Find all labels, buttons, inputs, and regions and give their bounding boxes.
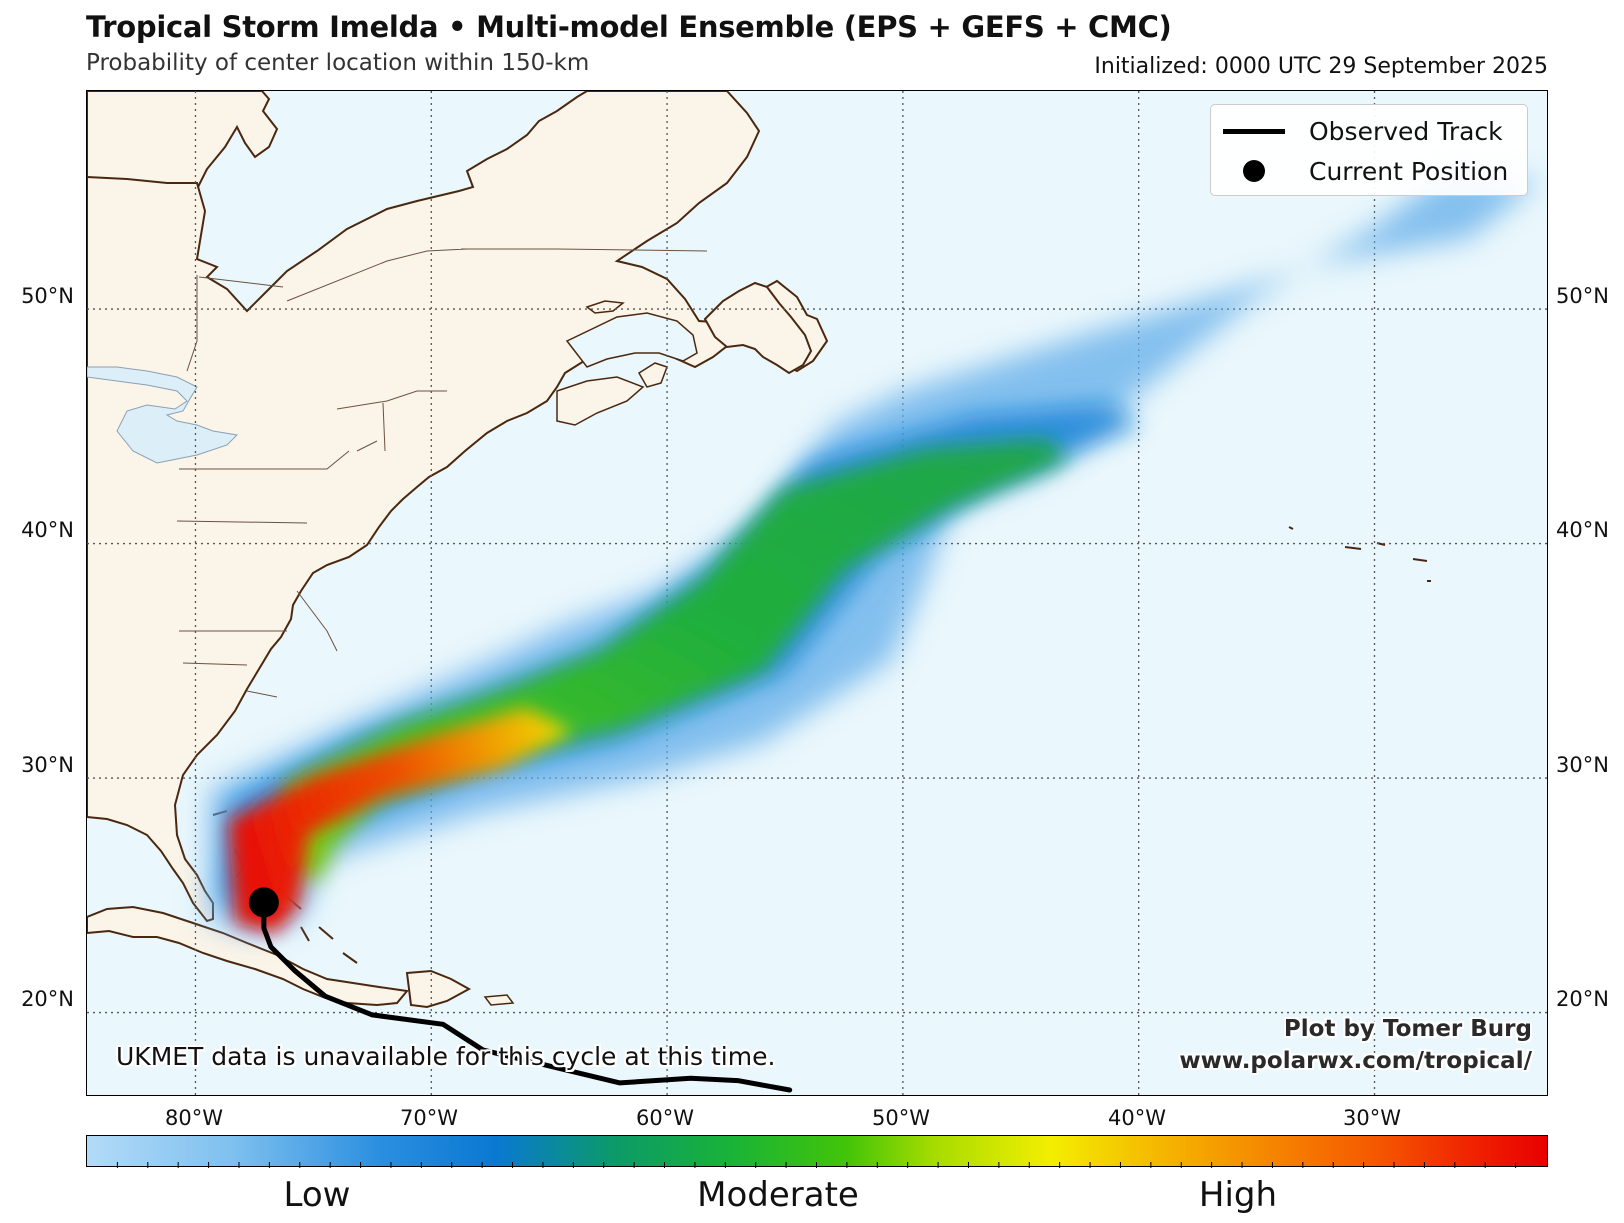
colorbar-label-high: High — [1198, 1175, 1278, 1215]
lat-label-right-30: 30°N — [1556, 753, 1609, 777]
azores-islands — [1288, 526, 1431, 582]
cuba — [87, 905, 409, 1007]
probability-moderate-region — [280, 439, 1068, 883]
lat-label-left-20: 20°N — [21, 987, 74, 1011]
map-svg — [87, 91, 1547, 1095]
map-panel — [86, 90, 1548, 1096]
legend-item-observed-track: Observed Track — [1211, 111, 1503, 151]
credit-url: www.polarwx.com/tropical/ — [1179, 1048, 1532, 1074]
colorbar-label-moderate: Moderate — [697, 1175, 859, 1215]
lon-label-70w: 70°W — [400, 1106, 458, 1130]
newfoundland — [703, 281, 813, 375]
initialized-time: Initialized: 0000 UTC 29 September 2025 — [1094, 54, 1548, 79]
ensemble-probability-field — [207, 173, 1540, 936]
colorbar-ticks — [116, 1162, 1517, 1168]
lat-label-right-20: 20°N — [1556, 987, 1609, 1011]
lon-label-40w: 40°W — [1108, 1106, 1166, 1130]
lat-label-left-50: 50°N — [21, 284, 74, 308]
legend-item-current-position: Current Position — [1211, 151, 1508, 191]
current-position-marker — [248, 887, 279, 918]
puerto-rico — [483, 994, 515, 1006]
map-legend: Observed Track Current Position — [1210, 104, 1528, 196]
credit-author: Plot by Tomer Burg — [1283, 1016, 1532, 1042]
current-position-swatch — [1243, 160, 1265, 182]
lat-label-right-40: 40°N — [1556, 518, 1609, 542]
probability-colorbar — [86, 1135, 1548, 1168]
lat-label-left-30: 30°N — [21, 753, 74, 777]
gulf-of-st-lawrence — [565, 312, 698, 368]
lon-label-50w: 50°W — [872, 1106, 930, 1130]
observed-track-line — [261, 899, 793, 1093]
ukmet-note: UKMET data is unavailable for this cycle… — [116, 1042, 776, 1071]
lon-label-80w: 80°W — [165, 1106, 223, 1130]
lon-label-30w: 30°W — [1343, 1106, 1401, 1130]
hispaniola — [405, 969, 472, 1009]
lon-label-60w: 60°W — [636, 1106, 694, 1130]
lat-label-right-50: 50°N — [1556, 284, 1609, 308]
graticule — [87, 91, 1547, 1095]
cape-breton-island — [637, 362, 668, 388]
probability-high-region — [228, 707, 573, 933]
legend-label-current-position: Current Position — [1309, 156, 1509, 186]
land-layer — [87, 91, 1431, 1009]
nova-scotia — [556, 376, 645, 426]
observed-track-swatch — [1223, 128, 1285, 134]
chart-subtitle: Probability of center location within 15… — [86, 50, 590, 76]
colorbar-label-low: Low — [283, 1175, 351, 1215]
lat-label-left-40: 40°N — [21, 518, 74, 542]
anticosti-island — [585, 300, 625, 314]
great-lakes — [87, 366, 239, 464]
state-borders — [176, 248, 708, 698]
legend-label-observed-track: Observed Track — [1309, 116, 1503, 146]
chart-title: Tropical Storm Imelda • Multi-model Ense… — [86, 10, 1172, 44]
